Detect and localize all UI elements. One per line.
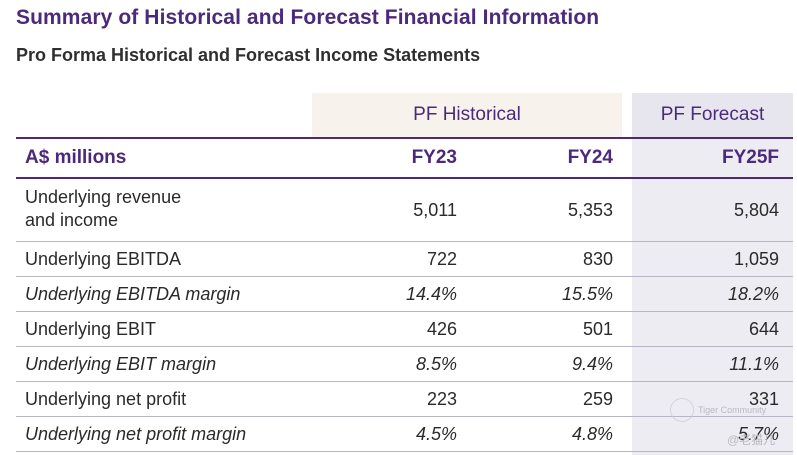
- cell-fy24: 9.4%: [571, 353, 613, 374]
- cell-fy24: 259: [582, 388, 613, 409]
- cell-fy23: 426: [426, 318, 457, 339]
- row-label: Underlying EBITDA margin: [25, 283, 241, 304]
- cell-fy23: 14.4%: [405, 283, 457, 304]
- cell-fy24: 830: [582, 248, 613, 269]
- page-title: Summary of Historical and Forecast Finan…: [16, 6, 600, 29]
- cell-fy24: 4.8%: [571, 423, 613, 444]
- header-units: A$ millions: [25, 147, 127, 168]
- cell-fy23: 5,011: [413, 199, 457, 220]
- header-fy25: FY25F: [721, 147, 779, 168]
- group-header-historical: PF Historical: [413, 104, 521, 125]
- forecast-header-band: [632, 93, 793, 137]
- cell-fy25: 5,804: [733, 199, 779, 220]
- table-row: Underlying net profit 223 259 331: [16, 382, 793, 417]
- forecast-column-background: [632, 137, 793, 455]
- cell-fy23: 722: [426, 248, 457, 269]
- watermark-text: Tiger Community: [698, 405, 767, 415]
- row-label: Underlying net profit: [25, 388, 187, 409]
- table-row: Underlying revenue and income 5,011 5,353…: [16, 179, 793, 242]
- group-header-forecast: PF Forecast: [660, 104, 765, 125]
- table-row: Underlying EBITDA 722 830 1,059: [16, 242, 793, 277]
- table-row: Underlying EBITDA margin 14.4% 15.5% 18.…: [16, 277, 793, 312]
- cell-fy25: 11.1%: [729, 353, 779, 374]
- watermark-author: @老猫儿: [727, 433, 776, 447]
- row-label: Underlying EBITDA: [25, 248, 182, 269]
- cell-fy25: 331: [748, 388, 779, 409]
- historical-header-band: [312, 93, 622, 137]
- watermark-logo-icon: [670, 398, 694, 422]
- cell-fy24: 5,353: [567, 199, 613, 220]
- table-row: Underlying EBIT 426 501 644: [16, 312, 793, 347]
- cell-fy23: 8.5%: [415, 353, 457, 374]
- header-fy23: FY23: [411, 147, 457, 168]
- cell-fy25: 644: [748, 318, 779, 339]
- cell-fy24: 15.5%: [561, 283, 613, 304]
- cell-fy23: 4.5%: [415, 423, 457, 444]
- cell-fy24: 501: [582, 318, 613, 339]
- cell-fy25: 5.7%: [737, 423, 779, 444]
- cell-fy23: 223: [426, 388, 457, 409]
- header-fy24: FY24: [567, 147, 613, 168]
- cell-fy25: 18.2%: [727, 283, 779, 304]
- table-row: Underlying net profit margin 4.5% 4.8% 5…: [16, 417, 793, 452]
- table-header-row: A$ millions FY23 FY24 FY25F: [16, 137, 793, 179]
- column-group-separator: [622, 137, 632, 455]
- table-subtitle: Pro Forma Historical and Forecast Income…: [16, 45, 481, 65]
- row-label: Underlying EBIT margin: [25, 353, 217, 374]
- row-label: Underlying revenue and income: [25, 187, 182, 230]
- table-row: Underlying EBIT margin 8.5% 9.4% 11.1%: [16, 347, 793, 382]
- cell-fy25: 1,059: [733, 248, 779, 269]
- row-label: Underlying net profit margin: [25, 423, 247, 444]
- income-statement-table: A$ millions FY23 FY24 FY25F Underlying r…: [16, 137, 793, 452]
- row-label: Underlying EBIT: [25, 318, 157, 339]
